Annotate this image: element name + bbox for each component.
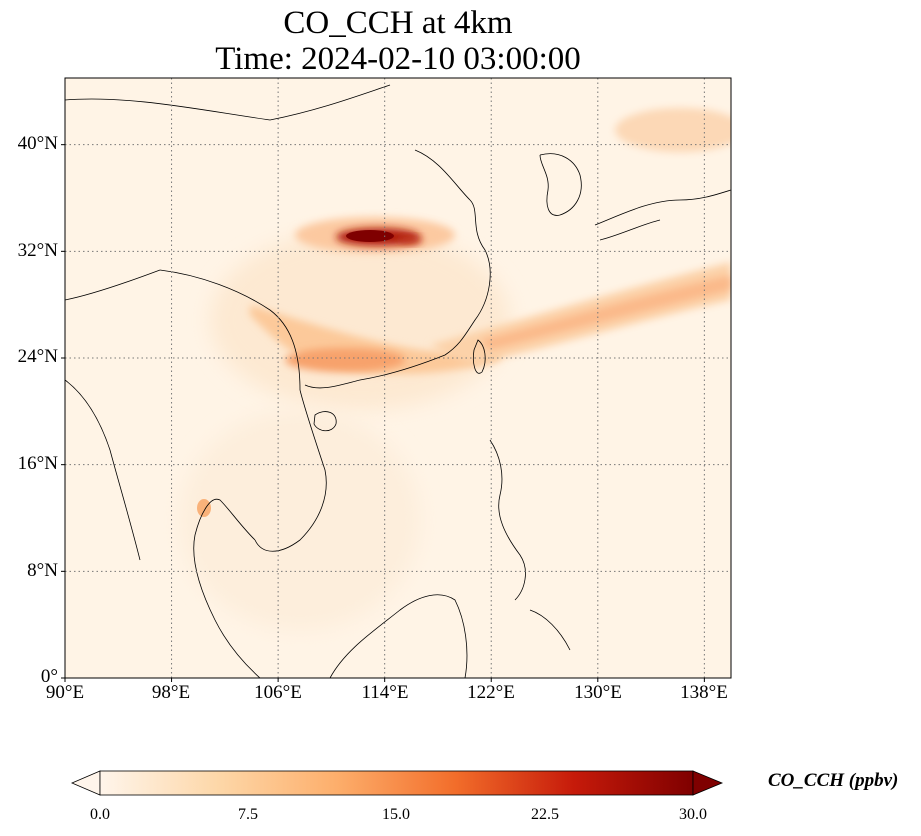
taiwan-coastline [473,339,486,374]
pacific-band-core [480,275,731,350]
thailand-hotspot [197,499,211,517]
japan-coastline-south [599,219,661,241]
mongolia-border [65,84,391,121]
lon-tick-label: 106°E [254,682,302,703]
colorbar-tick-label: 22.5 [531,806,559,823]
page-title: CO_CCH at 4km [283,5,513,41]
colorbar-label: CO_CCH (ppbv) [768,770,899,791]
malay-coastline [193,498,261,678]
colorbar-tick-label: 7.5 [238,806,258,823]
colorbar-extend-low [70,770,101,796]
japan-sea-plume [615,108,731,152]
vietnam-coastline [254,389,327,552]
korea-coastline [539,153,582,216]
inland-border [159,269,301,391]
concentration-field [180,108,731,630]
lon-tick-label: 130°E [574,682,622,703]
haze-region [180,410,420,630]
japan-coastline [594,189,731,226]
colorbar-tick-label: 0.0 [90,806,110,823]
myanmar-coastline [65,379,141,561]
philippines-coastline [489,439,526,601]
lon-tick-label: 114°E [361,682,409,703]
lat-tick-label: 0° [40,666,58,687]
lat-tick-label: 40°N [17,133,58,154]
south-china-plume-core [285,348,405,372]
lat-tick-label: 32°N [17,240,58,261]
coastlines [65,84,731,678]
central-china-plume-core [346,230,394,242]
borneo-coastline [329,594,468,678]
colorbar-tick-label: 15.0 [382,806,410,823]
inland-border-west [65,269,161,301]
lon-tick-label: 138°E [680,682,728,703]
lat-tick-label: 16°N [17,453,58,474]
central-china-plume-tail [398,236,422,244]
mindanao-coastline [529,609,571,651]
colorbar-extend-high [692,770,724,796]
lon-tick-label: 90°E [45,682,85,703]
china-coastline [304,149,491,389]
haze-region [210,230,510,410]
lon-tick-label: 98°E [151,682,191,703]
lat-tick-label: 24°N [17,346,58,367]
hainan-coastline [313,411,337,432]
colorbar [70,770,724,796]
lat-tick-label: 8°N [27,560,58,581]
colorbar-tick-label: 30.0 [679,806,707,823]
colorbar-bar [99,770,694,796]
map-frame [64,77,732,679]
page-subtitle: Time: 2024-02-10 03:00:00 [215,41,581,77]
lon-tick-label: 122°E [467,682,515,703]
